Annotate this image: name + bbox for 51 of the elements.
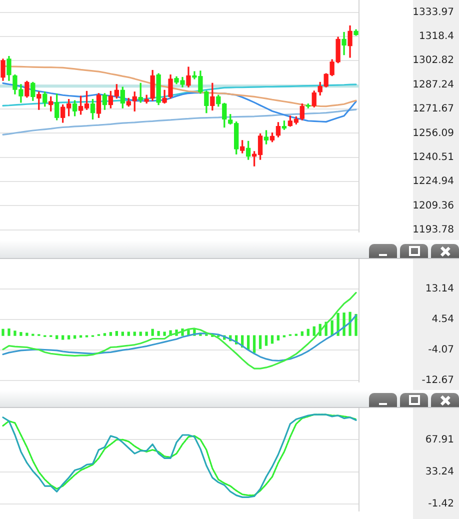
y-tick-label: 1287.24 xyxy=(412,79,454,90)
y-tick-label: -1.42 xyxy=(428,498,454,510)
bar xyxy=(145,332,148,336)
bar xyxy=(157,330,160,336)
bar xyxy=(270,335,274,344)
y-tick-label: 1318.4 xyxy=(419,31,454,42)
bar xyxy=(20,332,22,336)
y-tick-label: 33.24 xyxy=(425,466,454,478)
bar xyxy=(67,335,70,340)
bar xyxy=(121,332,124,336)
bar xyxy=(133,332,136,336)
bar xyxy=(348,312,352,336)
y-tick-label: 1256.09 xyxy=(412,128,454,139)
bar xyxy=(14,330,16,336)
y-tick-label: 1271.67 xyxy=(412,104,454,115)
bar xyxy=(79,335,82,338)
bar xyxy=(252,335,256,353)
bar xyxy=(61,335,64,340)
y-tick-label: -4.07 xyxy=(428,344,454,356)
bar xyxy=(163,332,166,336)
y-tick-label: 1333.97 xyxy=(412,6,454,18)
y-tick-label: 67.91 xyxy=(425,434,454,446)
y-tick-label: 1224.94 xyxy=(412,176,454,188)
y-tick-label: 4.54 xyxy=(432,314,454,326)
bar xyxy=(2,328,4,336)
bar xyxy=(336,312,340,336)
y-tick-label: -12.67 xyxy=(422,375,454,386)
bar xyxy=(8,328,10,336)
bar xyxy=(73,335,76,339)
bar xyxy=(258,335,262,350)
bar xyxy=(151,328,154,336)
y-tick-label: 1193.78 xyxy=(412,224,454,236)
bar xyxy=(306,328,310,336)
y-tick-label: 1302.82 xyxy=(412,55,454,66)
bar xyxy=(139,332,142,336)
bar xyxy=(109,332,112,336)
bar xyxy=(276,335,280,341)
bar xyxy=(312,326,316,336)
bar xyxy=(264,335,268,346)
bar xyxy=(300,331,304,336)
bar xyxy=(103,333,106,336)
y-tick-label: 1240.51 xyxy=(412,152,454,163)
bar xyxy=(115,330,118,336)
bar xyxy=(330,320,334,336)
bar xyxy=(342,312,346,336)
bar xyxy=(354,314,358,336)
bar xyxy=(56,335,58,340)
y-tick-label: 1209.36 xyxy=(412,200,454,212)
bar xyxy=(127,332,130,336)
bar xyxy=(26,332,28,336)
y-tick-label: 13.14 xyxy=(425,284,454,295)
